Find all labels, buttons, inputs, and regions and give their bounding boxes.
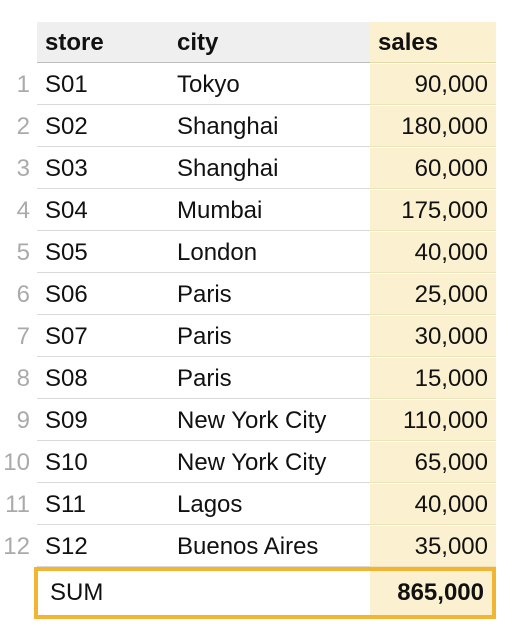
header-city[interactable]: city — [170, 22, 370, 63]
store-cell[interactable]: S07 — [37, 316, 170, 357]
table-row: 12 S12 Buenos Aires 35,000 — [0, 526, 524, 568]
header-store[interactable]: store — [37, 22, 170, 63]
row-number: 6 — [16, 281, 30, 308]
table-row: 6 S06 Paris 25,000 — [0, 274, 524, 316]
row-number: 4 — [16, 197, 30, 224]
header-row: store city sales — [0, 22, 524, 64]
city-cell[interactable]: Paris — [170, 358, 370, 399]
table-row: 2 S02 Shanghai 180,000 — [0, 106, 524, 148]
sales-cell[interactable]: 30,000 — [370, 316, 496, 357]
city-cell[interactable]: Paris — [170, 274, 370, 315]
city-cell[interactable]: Paris — [170, 316, 370, 357]
sales-cell[interactable]: 175,000 — [370, 190, 496, 231]
store-cell[interactable]: S06 — [37, 274, 170, 315]
store-cell[interactable]: S01 — [37, 64, 170, 105]
sales-cell[interactable]: 25,000 — [370, 274, 496, 315]
table-row: 7 S07 Paris 30,000 — [0, 316, 524, 358]
row-number: 10 — [3, 449, 30, 476]
store-cell[interactable]: S02 — [37, 106, 170, 147]
city-cell[interactable]: Shanghai — [170, 148, 370, 189]
row-number: 3 — [16, 155, 30, 182]
sum-label: SUM — [50, 579, 104, 606]
sales-cell[interactable]: 110,000 — [370, 400, 496, 441]
row-number: 2 — [16, 113, 30, 140]
city-cell[interactable]: Buenos Aires — [170, 526, 370, 567]
header-sales[interactable]: sales — [370, 22, 496, 63]
city-cell[interactable]: Mumbai — [170, 190, 370, 231]
sales-cell[interactable]: 180,000 — [370, 106, 496, 147]
table-row: 5 S05 London 40,000 — [0, 232, 524, 274]
store-cell[interactable]: S04 — [37, 190, 170, 231]
sales-cell[interactable]: 15,000 — [370, 358, 496, 399]
table-row: 4 S04 Mumbai 175,000 — [0, 190, 524, 232]
sales-cell[interactable]: 35,000 — [370, 526, 496, 567]
sales-cell[interactable]: 40,000 — [370, 484, 496, 525]
city-cell[interactable]: New York City — [170, 442, 370, 483]
store-cell[interactable]: S09 — [37, 400, 170, 441]
table-row: 1 S01 Tokyo 90,000 — [0, 64, 524, 106]
city-cell[interactable]: New York City — [170, 400, 370, 441]
row-number: 5 — [16, 239, 30, 266]
table-row: 9 S09 New York City 110,000 — [0, 400, 524, 442]
store-cell[interactable]: S03 — [37, 148, 170, 189]
table-row: 10 S10 New York City 65,000 — [0, 442, 524, 484]
row-number: 11 — [5, 491, 30, 518]
city-cell[interactable]: Lagos — [170, 484, 370, 525]
store-cell[interactable]: S12 — [37, 526, 170, 567]
row-number: 8 — [16, 365, 30, 392]
store-cell[interactable]: S08 — [37, 358, 170, 399]
row-number: 7 — [16, 323, 30, 350]
sum-row[interactable]: SUM 865,000 — [34, 567, 496, 619]
sales-cell[interactable]: 60,000 — [370, 148, 496, 189]
table-row: 11 S11 Lagos 40,000 — [0, 484, 524, 526]
row-number: 1 — [16, 71, 30, 98]
row-number: 12 — [3, 533, 30, 560]
city-cell[interactable]: London — [170, 232, 370, 273]
table-row: 8 S08 Paris 15,000 — [0, 358, 524, 400]
store-cell[interactable]: S11 — [37, 484, 170, 525]
city-cell[interactable]: Tokyo — [170, 64, 370, 105]
sales-cell[interactable]: 40,000 — [370, 232, 496, 273]
store-cell[interactable]: S10 — [37, 442, 170, 483]
table-row: 3 S03 Shanghai 60,000 — [0, 148, 524, 190]
sum-value[interactable]: 865,000 — [370, 571, 492, 615]
city-cell[interactable]: Shanghai — [170, 106, 370, 147]
sales-cell[interactable]: 65,000 — [370, 442, 496, 483]
store-cell[interactable]: S05 — [37, 232, 170, 273]
spreadsheet-table: store city sales 1 S01 Tokyo 90,000 2 S0… — [0, 22, 524, 568]
row-number: 9 — [16, 407, 30, 434]
sales-cell[interactable]: 90,000 — [370, 64, 496, 105]
